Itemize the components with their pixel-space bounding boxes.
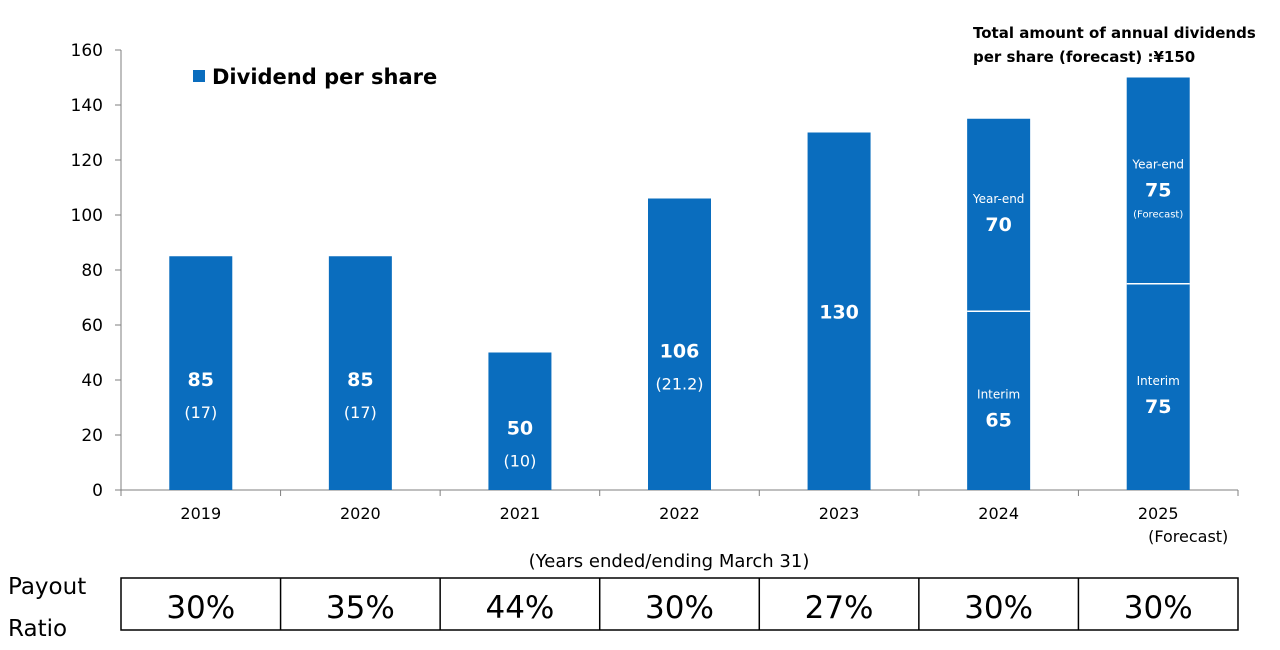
- payout-cell: 30%: [645, 590, 714, 626]
- payout-cell: 44%: [485, 590, 554, 626]
- y-tick-label: 60: [81, 316, 103, 336]
- annotation-line-2: per share (forecast) :¥150: [973, 48, 1195, 66]
- legend-label: Dividend per share: [212, 65, 437, 89]
- interim-label: Interim: [977, 388, 1020, 402]
- bar-value-label: 106: [660, 340, 700, 362]
- labels: 2019 85 (17) 2020 85 (17) 2021 50 (10) 2022 106 (21…: [180, 158, 1228, 546]
- bar-sublabel: (17): [184, 403, 217, 422]
- y-tick-label: 100: [71, 206, 103, 226]
- payout-cell: 27%: [805, 590, 874, 626]
- interim-label: Interim: [1137, 374, 1180, 388]
- payout-title-line-2: Ratio: [8, 616, 67, 642]
- bar-sublabel: (17): [344, 403, 377, 422]
- year-end-value: 70: [985, 214, 1011, 236]
- x-tick-label: 2023: [819, 504, 860, 523]
- year-end-label: Year-end: [972, 192, 1025, 206]
- legend-swatch: [193, 70, 205, 82]
- payout-title-line-1: Payout: [8, 574, 86, 600]
- y-tick-label: 0: [92, 481, 103, 501]
- bar-sublabel: (21.2): [655, 374, 703, 393]
- x-tick-label: 2022: [659, 504, 700, 523]
- bar-segment-interim: [1126, 283, 1190, 490]
- payout-cell: 30%: [166, 590, 235, 626]
- bar-sublabel: (10): [504, 451, 537, 470]
- year-end-value: 75: [1145, 180, 1171, 202]
- bar: [169, 256, 233, 490]
- x-axis-title: (Years ended/ending March 31): [529, 551, 810, 572]
- y-tick-label: 120: [71, 151, 103, 171]
- y-tick-label: 40: [81, 371, 103, 391]
- bar: [328, 256, 392, 490]
- bar-segment-interim: [967, 311, 1031, 490]
- bar-value-label: 85: [188, 369, 214, 391]
- axes: 0 20 40 60 80 100 120 140 160: [71, 41, 1239, 501]
- total-annotation: Total amount of annual dividends per sha…: [973, 24, 1256, 66]
- x-tick-sublabel: (Forecast): [1148, 527, 1228, 546]
- payout-table-border: [120, 577, 1239, 631]
- year-end-label: Year-end: [1131, 158, 1184, 172]
- x-tick-label: 2020: [340, 504, 381, 523]
- bar: [488, 352, 552, 490]
- bars: [169, 77, 1190, 490]
- bar-value-label: 130: [819, 301, 859, 323]
- bar: [648, 198, 711, 490]
- bar: [807, 132, 871, 490]
- payout-cell: 30%: [964, 590, 1033, 626]
- bar-value-label: 85: [347, 369, 373, 391]
- payout-ratio-table: 30% 35% 44% 30% 27% 30% 30%: [120, 577, 1239, 631]
- bar-segment-year-end: [1126, 77, 1190, 284]
- x-tick-label: 2025: [1138, 504, 1179, 523]
- interim-value: 75: [1145, 396, 1171, 418]
- bar-value-label: 50: [507, 417, 533, 439]
- x-tick-label: 2019: [180, 504, 221, 523]
- payout-cell: 35%: [326, 590, 395, 626]
- y-tick-label: 160: [71, 41, 103, 61]
- payout-cell: 30%: [1124, 590, 1193, 626]
- y-tick-label: 80: [81, 261, 103, 281]
- bar-segment-year-end: [967, 118, 1031, 312]
- y-tick-label: 20: [81, 426, 103, 446]
- legend: Dividend per share: [193, 65, 437, 89]
- year-end-note: (Forecast): [1133, 210, 1183, 221]
- annotation-line-1: Total amount of annual dividends: [973, 24, 1256, 42]
- interim-value: 65: [985, 410, 1011, 432]
- x-tick-label: 2021: [500, 504, 541, 523]
- x-tick-label: 2024: [978, 504, 1019, 523]
- y-tick-label: 140: [71, 96, 103, 116]
